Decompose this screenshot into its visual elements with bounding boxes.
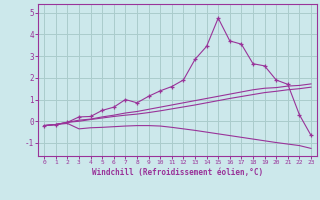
X-axis label: Windchill (Refroidissement éolien,°C): Windchill (Refroidissement éolien,°C) xyxy=(92,168,263,177)
